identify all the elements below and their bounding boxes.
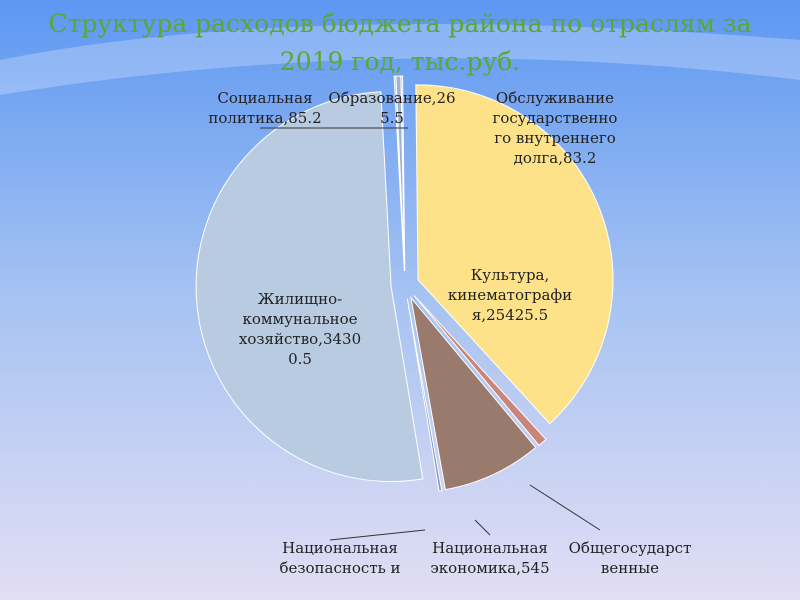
data-label: коммунальное [242,310,357,328]
leader-line [474,519,491,536]
data-label: 5.5 [380,109,404,127]
pie-slice [415,84,614,425]
data-label: политика,85.2 [208,109,321,127]
data-label: Образование,26 [328,89,455,107]
data-label: хозяйство,3430 [239,330,361,348]
data-label: 0.5 [288,350,312,368]
pie-slice [410,295,537,491]
data-label: безопасность и [279,559,400,577]
data-label: венные [601,559,659,577]
leader-line [329,529,426,541]
data-label: экономика,545 [430,559,549,577]
chart-title: 2019 год, тыс.руб. [280,47,520,76]
data-label: государственно [493,109,618,127]
data-label: я,25425.5 [472,306,548,324]
data-label: Национальная [432,539,548,557]
pie-slice [195,91,424,482]
pie-slice [406,298,443,492]
pie-slice [400,75,406,272]
data-label: кинематографи [448,286,572,304]
data-label: Социальная [217,89,312,107]
data-label: Общегосударст [569,539,692,557]
pie-slice [413,295,547,447]
data-label: Национальная [282,539,398,557]
data-label: Культура, [471,266,550,284]
leader-line [529,484,601,531]
data-label: Обслуживание [496,89,614,107]
data-label: долга,83.2 [514,149,597,167]
data-label: го внутреннего [494,129,615,147]
data-label: Жилищно- [258,290,342,308]
decor-swoosh [0,24,800,95]
chart-title: Структура расходов бюджета района по отр… [48,9,751,38]
